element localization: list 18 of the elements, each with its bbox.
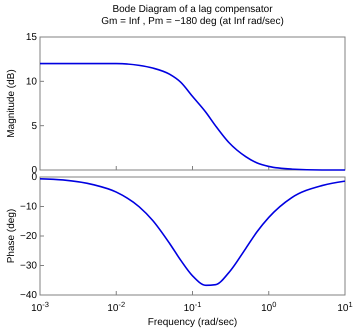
y-axis-title: Magnitude (dB) — [6, 69, 17, 138]
y-axis-title: Phase (deg) — [6, 208, 17, 264]
y-tick-label: 10 — [26, 76, 38, 88]
chart-subtitle: Gm = Inf , Pm = −180 deg (at Inf rad/sec) — [101, 16, 284, 27]
x-tick-label: 10$^{-3}$ — [31, 300, 49, 314]
y-tick-label: 5 — [31, 120, 38, 132]
y-tick-label: 15 — [26, 32, 38, 44]
x-tick-label: 10$^{0}$ — [261, 300, 276, 314]
x-tick-label: 10$^{-1}$ — [184, 300, 202, 314]
y-tick-label: −20 — [20, 231, 38, 242]
x-tick-label: 10$^{-2}$ — [107, 300, 126, 314]
x-axis-title: Frequency (rad/sec) — [148, 317, 238, 328]
y-tick-label: 0 — [31, 172, 38, 184]
x-tick-label: 10$^{1}$ — [337, 300, 353, 314]
y-tick-label: −30 — [20, 260, 38, 272]
chart-title: Bode Diagram of a lag compensator — [112, 4, 274, 15]
y-tick-label: −40 — [20, 290, 38, 302]
y-tick-label: −10 — [20, 202, 38, 213]
